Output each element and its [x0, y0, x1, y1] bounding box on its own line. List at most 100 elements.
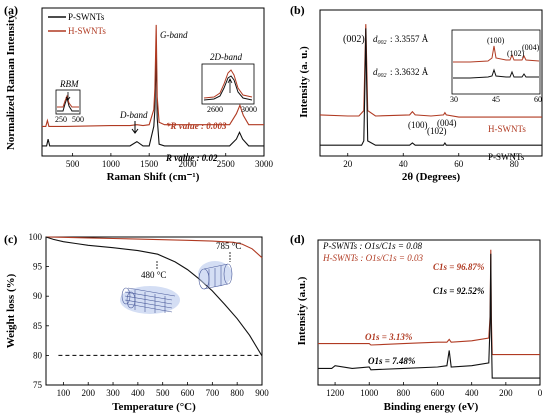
panel-a-x-ticks: 500 1000 1500 2000 2500 3000 [66, 153, 274, 169]
panel-a-x-tick-label: 1000 [102, 159, 121, 169]
panel-d-series-p-swnts [318, 253, 540, 379]
panel-b-series [319, 24, 542, 146]
h-ratio-label: H-SWNTs : O1s/C1s = 0.03 [322, 253, 424, 263]
d-band-arrowhead [131, 128, 139, 134]
panel-a: (a) 500 1000 1500 2000 2500 3000 Raman Shift … [4, 3, 274, 183]
nanotube-bundle-icon [120, 286, 180, 314]
d002-p-symbol: d002 [373, 67, 387, 79]
inset-102-label: (102) [507, 49, 525, 58]
panel-c-x-tick-label: 300 [106, 388, 120, 398]
panel-c-series-p-swnts [45, 236, 263, 357]
panel-b-x-tick-label: 20 [343, 159, 353, 169]
panel-c-y-tick-label: 85 [33, 321, 43, 331]
panel-b-x-ticks: 20 40 60 80 [343, 153, 519, 169]
legend-a-h-label: H-SWNTs [68, 26, 106, 36]
panel-c-x-tick-label: 500 [156, 388, 170, 398]
p-swnts-label-b: P-SWNTs [488, 152, 525, 162]
panel-b-series-p-swnts [320, 28, 542, 146]
panel-a-frame [41, 7, 265, 157]
panel-a-x-label: Raman Shift (cm⁻¹) [107, 171, 200, 183]
panel-a-series [42, 24, 264, 147]
two-d-inset-frame [201, 63, 255, 105]
peak-004-label: (004) [437, 118, 457, 128]
panel-c-x-tick-label: 700 [206, 388, 220, 398]
panel-c-series-h-swnts [45, 236, 263, 259]
panel-c-x-tick-label: 100 [57, 388, 71, 398]
inset-004-label: (004) [522, 43, 540, 52]
rbm-label: RBM [59, 79, 79, 89]
panel-b: (b) 20 40 60 80 2θ (Degrees) Intensity (a. … [290, 3, 543, 183]
panel-c-frame [45, 236, 263, 386]
panel-d-series [318, 249, 540, 379]
peak-102-label: (102) [427, 126, 447, 136]
h-r-value-label: *R value : 0.003 [166, 121, 227, 131]
panel-c: (c) 100 200 300 400 500 600 700 800 900 75 80 85 90 9… [4, 232, 269, 413]
panel-c-x-tick-label: 600 [181, 388, 195, 398]
temp-480-label: 480 °C [141, 270, 166, 280]
panel-c-y-tick-label: 100 [29, 232, 43, 242]
h-swnts-label-b: H-SWNTs [488, 124, 526, 134]
p-ratio-label: P-SWNTs : O1s/C1s = 0.08 [322, 241, 423, 251]
rbm-arrow-icon [65, 92, 71, 101]
d002-h-value: : 3.3557 Å [390, 34, 429, 44]
panel-a-x-tick-label: 2000 [178, 159, 197, 169]
panel-d-frame [317, 239, 541, 386]
panel-d-x-tick-label: 0 [538, 388, 543, 398]
panel-c-ticks: 100 200 300 400 500 600 700 800 900 75 80 85 90 95 100 [29, 232, 270, 398]
rbm-inset-red [57, 94, 79, 108]
h-c1s-label: C1s = 96.87% [433, 262, 485, 272]
temp-785-label: 785 °C [216, 241, 241, 251]
rbm-tick-250: 250 [55, 115, 67, 124]
h-o1s-label: O1s = 3.13% [365, 332, 413, 342]
panel-d-y-label: Intensity (a.u.) [296, 276, 308, 345]
p-o1s-label: O1s = 7.48% [368, 356, 416, 366]
panel-b-series-h-swnts [319, 24, 542, 118]
panel-b-x-tick-label: 40 [399, 159, 409, 169]
panel-c-y-label: Weight loss (%) [5, 273, 17, 348]
panel-c-x-tick-label: 400 [131, 388, 145, 398]
peak-100-label: (100) [408, 120, 428, 130]
b-inset-red [453, 45, 540, 63]
d002-p-value: : 3.3632 Å [390, 67, 429, 77]
panel-a-series-p-swnts [42, 50, 264, 147]
panel-a-series-h-swnts [42, 24, 264, 127]
panel-b-x-tick-label: 60 [454, 159, 464, 169]
panel-b-x-tick-label: 80 [510, 159, 520, 169]
d002-h-symbol: d002 [373, 34, 387, 46]
panel-d-x-tick-label: 400 [465, 388, 479, 398]
panel-c-y-tick-label: 75 [33, 380, 43, 390]
panel-label-b: (b) [290, 3, 305, 17]
panel-label-c: (c) [4, 232, 17, 246]
panel-a-x-tick-label: 2500 [217, 159, 236, 169]
panel-c-series [45, 236, 263, 357]
panel-d-x-tick-label: 1000 [360, 388, 379, 398]
panel-d-x-tick-label: 200 [499, 388, 513, 398]
panel-a-x-tick-label: 1500 [140, 159, 159, 169]
two-d-tick-2600: 2600 [207, 105, 223, 114]
panel-d: (d) 1200 1000 800 600 400 200 0 Binding energy… [290, 232, 543, 413]
panel-b-x-label: 2θ (Degrees) [402, 171, 461, 183]
legend-a-p-label: P-SWNTs [68, 12, 105, 22]
p-c1s-label: C1s = 92.52% [433, 286, 485, 296]
panel-c-y-tick-label: 90 [33, 291, 43, 301]
b-inset-black [453, 68, 539, 79]
b-inset-tick-60: 60 [534, 95, 542, 104]
two-d-inset-black [203, 75, 253, 101]
two-d-inset-red [203, 69, 253, 99]
inset-100-label: (100) [487, 36, 505, 45]
panel-d-x-label: Binding energy (eV) [384, 401, 479, 413]
panel-c-y-tick-label: 80 [33, 350, 43, 360]
panel-label-d: (d) [290, 232, 305, 246]
rbm-tick-500: 500 [72, 115, 84, 124]
g-band-label: G-band [160, 30, 188, 40]
panel-c-x-tick-label: 900 [255, 388, 269, 398]
panel-c-x-tick-label: 800 [230, 388, 244, 398]
panel-c-x-tick-label: 200 [81, 388, 95, 398]
p-r-value-label: R value : 0.02 [165, 153, 218, 163]
panel-d-x-tick-label: 1200 [326, 388, 345, 398]
panel-d-x-ticks: 1200 1000 800 600 400 200 0 [326, 382, 543, 398]
panel-c-x-label: Temperature (°C) [112, 401, 196, 413]
panel-label-a: (a) [4, 3, 18, 17]
panel-d-x-tick-label: 800 [397, 388, 411, 398]
